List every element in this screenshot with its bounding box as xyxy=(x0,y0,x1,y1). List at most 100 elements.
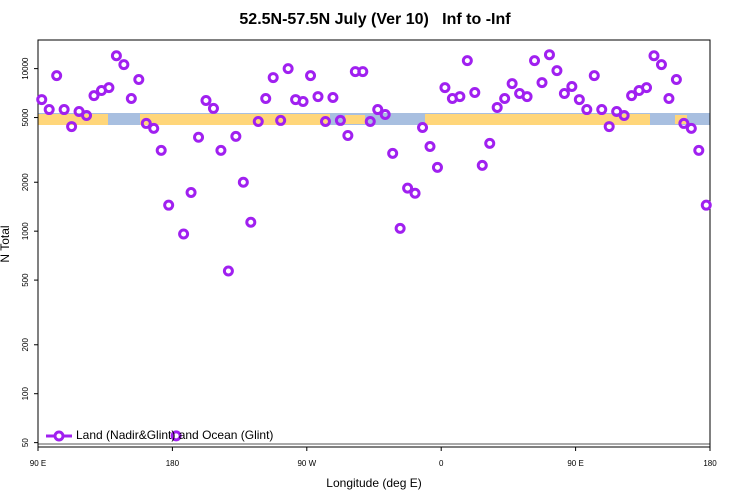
data-point xyxy=(387,147,399,159)
data-point xyxy=(245,216,257,228)
data-point xyxy=(260,92,272,104)
data-point xyxy=(670,74,682,86)
data-point xyxy=(43,104,55,116)
data-point xyxy=(267,72,279,84)
data-point xyxy=(663,92,675,104)
data-point xyxy=(603,121,615,133)
data-point xyxy=(230,130,242,142)
data-point xyxy=(521,91,533,103)
data-point xyxy=(215,144,227,156)
x-tick-label: 90 E xyxy=(567,459,583,468)
data-point xyxy=(334,114,346,126)
data-point xyxy=(409,187,421,199)
data-point xyxy=(469,87,481,99)
legend-label: Land (Nadir&Glint) and Ocean (Glint) xyxy=(76,428,273,442)
x-tick-label: 180 xyxy=(703,459,717,468)
data-point xyxy=(110,50,122,62)
y-tick-label: 100 xyxy=(21,386,30,400)
data-point xyxy=(506,78,518,90)
data-point xyxy=(417,122,429,134)
y-tick-label: 1000 xyxy=(21,222,30,240)
y-tick-label: 50 xyxy=(21,438,30,447)
data-point xyxy=(588,70,600,82)
data-point xyxy=(543,49,555,61)
data-point xyxy=(454,91,466,103)
data-point xyxy=(573,94,585,106)
data-point xyxy=(200,94,212,106)
data-point xyxy=(379,109,391,121)
y-axis-label: N Total xyxy=(0,225,12,262)
data-point xyxy=(394,222,406,234)
plot-frame xyxy=(37,39,711,448)
data-point xyxy=(566,81,578,93)
data-point xyxy=(282,63,294,75)
data-point xyxy=(372,104,384,116)
data-point xyxy=(207,102,219,114)
x-axis-label: Longitude (deg E) xyxy=(326,476,421,490)
data-point xyxy=(484,137,496,149)
data-point xyxy=(275,114,287,126)
data-point xyxy=(155,144,167,156)
chart-title: 52.5N-57.5N July (Ver 10) Inf to -Inf xyxy=(239,11,511,28)
data-point xyxy=(193,131,205,143)
y-tick-label: 2000 xyxy=(21,173,30,191)
data-point xyxy=(648,50,660,62)
data-point xyxy=(66,121,78,133)
land-strip xyxy=(140,114,330,125)
data-point xyxy=(499,92,511,104)
data-point xyxy=(439,82,451,94)
y-tick-label: 10000 xyxy=(21,57,30,80)
data-point xyxy=(626,90,638,102)
data-point xyxy=(125,92,137,104)
data-point xyxy=(618,109,630,121)
data-point xyxy=(185,186,197,198)
data-point xyxy=(81,109,93,121)
x-tick-label: 90 W xyxy=(297,459,316,468)
data-point xyxy=(424,140,436,152)
data-point xyxy=(51,70,63,82)
data-point xyxy=(357,66,369,78)
data-point xyxy=(178,228,190,240)
data-point xyxy=(297,95,309,107)
data-point xyxy=(693,144,705,156)
data-point xyxy=(431,161,443,173)
data-point xyxy=(558,87,570,99)
data-point xyxy=(237,176,249,188)
data-point xyxy=(140,117,152,129)
data-point xyxy=(700,199,712,211)
data-point xyxy=(327,92,339,104)
y-tick-label: 5000 xyxy=(21,108,30,126)
x-tick-label: 90 E xyxy=(30,459,46,468)
data-point xyxy=(170,430,182,442)
data-point xyxy=(678,117,690,129)
land-strip xyxy=(425,114,650,125)
land-strip xyxy=(38,114,108,125)
data-point xyxy=(529,55,541,67)
data-point xyxy=(655,59,667,71)
data-point xyxy=(305,70,317,82)
data-point xyxy=(88,90,100,102)
data-point xyxy=(551,65,563,77)
data-point xyxy=(581,104,593,116)
data-point xyxy=(342,129,354,141)
land-strip xyxy=(345,115,365,124)
data-point xyxy=(148,122,160,134)
data-point xyxy=(163,199,175,211)
data-point xyxy=(222,265,234,277)
data-point xyxy=(364,115,376,127)
data-point xyxy=(133,74,145,86)
data-point xyxy=(596,104,608,116)
x-tick-label: 180 xyxy=(166,459,180,468)
x-tick-label: 0 xyxy=(439,459,444,468)
data-point xyxy=(536,77,548,89)
data-point xyxy=(476,159,488,171)
y-tick-label: 500 xyxy=(21,273,30,287)
data-point xyxy=(103,82,115,94)
data-point xyxy=(685,122,697,134)
data-point xyxy=(641,82,653,94)
data-point xyxy=(319,115,331,127)
data-point xyxy=(252,115,264,127)
data-point xyxy=(491,101,503,113)
